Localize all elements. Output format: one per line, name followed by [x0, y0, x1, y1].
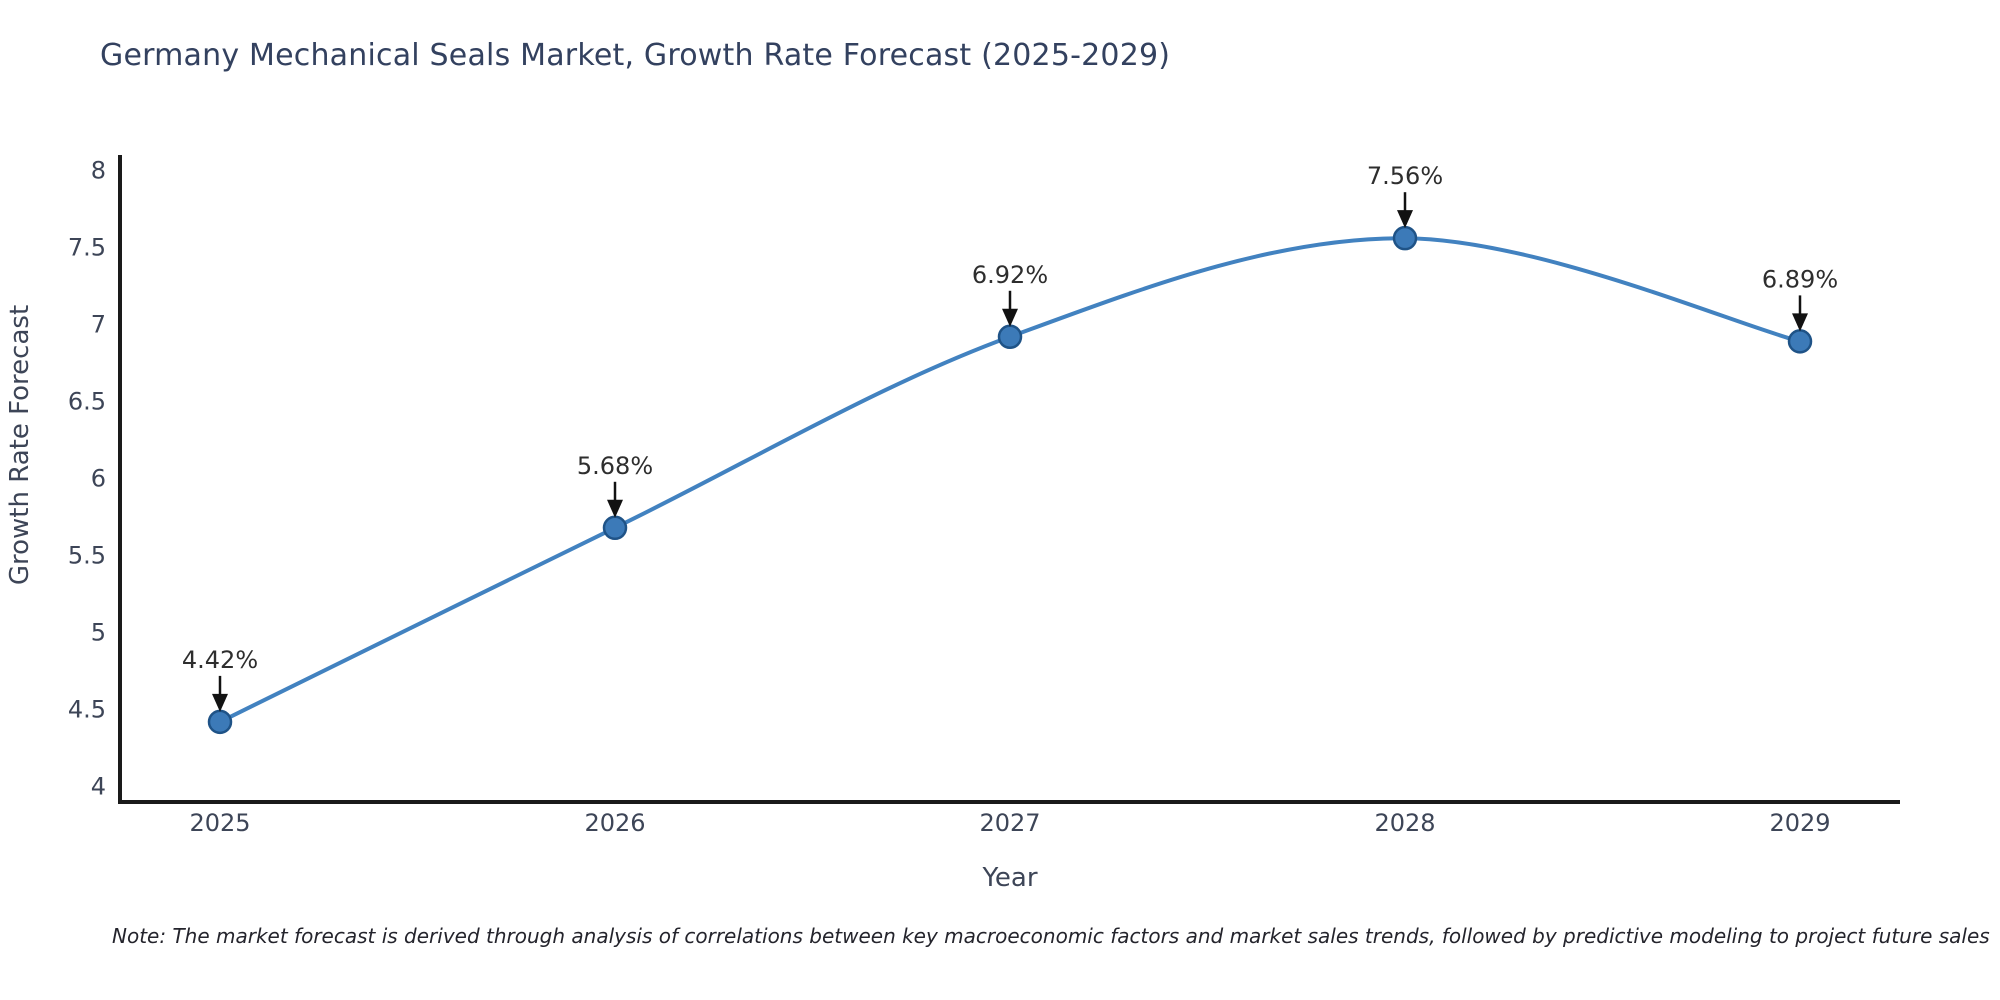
y-tick-label: 4	[91, 773, 106, 801]
annotation-label: 6.92%	[972, 261, 1048, 289]
y-tick-label: 8	[91, 156, 106, 184]
data-point-marker	[1787, 329, 1813, 354]
y-tick-label: 7.5	[68, 233, 106, 261]
x-axis-title: Year	[981, 863, 1037, 893]
y-tick-label: 7	[91, 310, 106, 338]
annotation: 6.92%	[972, 261, 1048, 327]
x-tick-label: 2029	[1769, 809, 1830, 837]
annotation-arrowhead	[1397, 210, 1413, 229]
point-annotations: 4.42% 5.68% 6.92% 7.56% 6.89%	[182, 162, 1838, 712]
x-tick-label: 2028	[1374, 809, 1435, 837]
annotation: 7.56%	[1367, 162, 1443, 229]
x-tick-label: 2025	[189, 809, 250, 837]
y-tick-label: 5.5	[68, 542, 106, 570]
annotation-label: 4.42%	[182, 646, 258, 674]
annotation-label: 7.56%	[1367, 162, 1443, 190]
data-point-marker	[997, 324, 1023, 350]
y-tick-label: 6	[91, 465, 106, 493]
data-point-marker	[207, 709, 233, 735]
axes	[118, 155, 1900, 804]
axis-tick-labels: 4 4.5 5 5.5 6 6.5 7 7.5 8 2025 2026 2027 2028 2029	[68, 156, 1831, 837]
x-tick-label: 2026	[584, 809, 645, 837]
y-tick-label: 4.5	[68, 696, 106, 724]
annotation: 6.89%	[1762, 265, 1838, 332]
annotation-arrowhead	[212, 693, 228, 712]
footnote: Note: The market forecast is derived thr…	[112, 924, 1990, 948]
annotation-label: 6.89%	[1762, 265, 1838, 293]
x-tick-label: 2027	[979, 809, 1040, 837]
y-tick-label: 6.5	[68, 387, 106, 415]
y-axis-title: Growth Rate Forecast	[5, 305, 35, 585]
data-point-marker	[1392, 225, 1418, 251]
y-tick-label: 5	[91, 619, 106, 647]
chart-title: Germany Mechanical Seals Market, Growth …	[100, 38, 1171, 73]
annotation-label: 5.68%	[577, 452, 653, 480]
annotation: 4.42%	[182, 646, 258, 712]
line-series	[207, 225, 1813, 735]
data-point-marker	[602, 515, 628, 541]
annotation-arrowhead	[1002, 308, 1018, 327]
annotation-arrowhead	[1792, 313, 1808, 332]
annotation: 5.68%	[577, 452, 653, 518]
annotation-arrowhead	[607, 499, 623, 518]
